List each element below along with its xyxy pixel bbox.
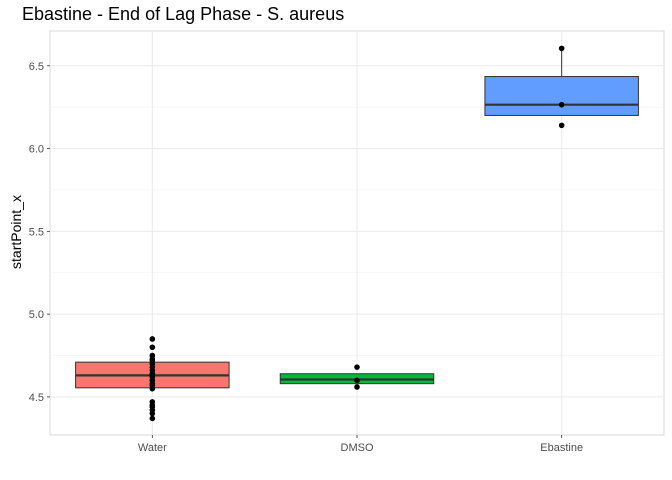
data-points [149, 45, 565, 422]
y-tick-label: 6.0 [29, 144, 44, 156]
data-point-water [149, 415, 156, 422]
data-point-ebastine [558, 45, 565, 52]
data-point-ebastine [558, 101, 565, 108]
y-tick-label: 6.5 [29, 61, 44, 73]
data-point-water [149, 352, 156, 359]
y-tick-label: 5.5 [29, 226, 44, 238]
data-point-dmso [354, 384, 360, 390]
data-point-ebastine [558, 122, 565, 129]
data-point-water [149, 344, 156, 351]
x-tick-label: Ebastine [540, 442, 583, 454]
chart-title: Ebastine - End of Lag Phase - S. aureus [22, 4, 344, 24]
data-point-water [149, 336, 156, 342]
y-axis-title: startPoint_x [8, 195, 24, 269]
y-tick-label: 4.5 [29, 392, 44, 404]
data-point-dmso [354, 377, 360, 384]
x-tick-label: Water [138, 442, 167, 454]
data-point-dmso [354, 364, 360, 370]
box-ebastine [484, 76, 639, 116]
y-tick-label: 5.0 [29, 309, 44, 321]
x-tick-label: DMSO [341, 442, 374, 454]
axis-labels: 4.5 5.0 5.5 6.0 6.5 Water DMSO Ebastine [29, 61, 583, 454]
data-point-water [149, 399, 156, 405]
